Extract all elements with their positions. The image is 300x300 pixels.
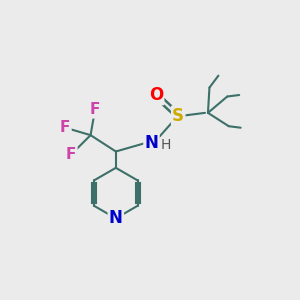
Text: N: N bbox=[109, 209, 123, 227]
Text: O: O bbox=[149, 86, 163, 104]
Text: H: H bbox=[160, 138, 171, 152]
Text: S: S bbox=[172, 107, 184, 125]
Text: N: N bbox=[145, 134, 158, 152]
Text: F: F bbox=[60, 120, 70, 135]
Text: F: F bbox=[90, 102, 100, 117]
Text: F: F bbox=[66, 147, 76, 162]
